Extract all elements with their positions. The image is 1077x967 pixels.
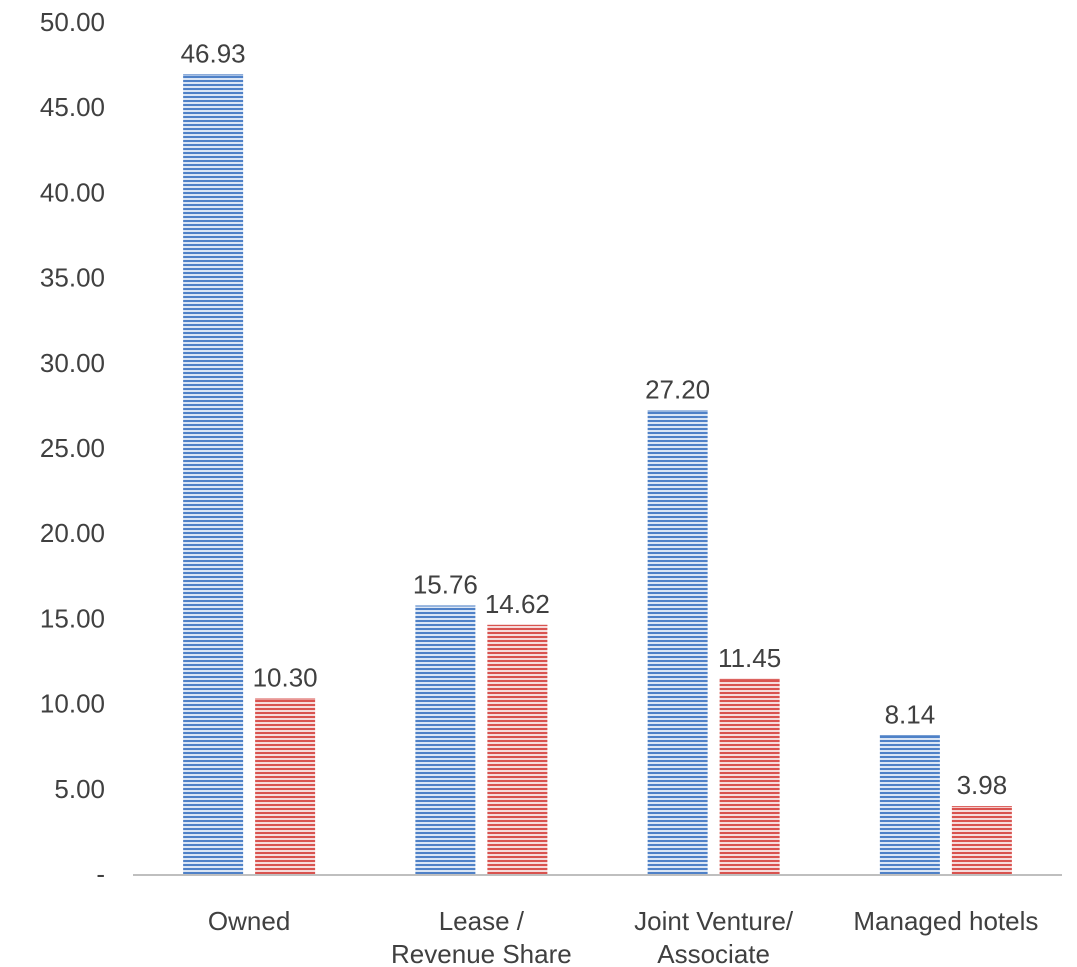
y-tick-label: 25.00 xyxy=(40,433,105,463)
y-tick-label: 45.00 xyxy=(40,92,105,122)
bar xyxy=(879,735,940,874)
data-label: 11.45 xyxy=(718,643,781,673)
data-label: 14.62 xyxy=(485,589,550,619)
bar xyxy=(415,605,476,874)
x-category-label: Revenue Share xyxy=(391,939,572,967)
y-tick-label: 15.00 xyxy=(40,603,105,633)
bar xyxy=(719,678,780,874)
x-category-label: Lease / xyxy=(439,906,525,936)
bar xyxy=(487,624,548,874)
data-label: 8.14 xyxy=(885,699,936,729)
x-category-label: Managed hotels xyxy=(853,906,1038,936)
x-category-label: Joint Venture/ xyxy=(634,906,794,936)
data-label: 3.98 xyxy=(957,770,1008,800)
y-tick-label: 35.00 xyxy=(40,263,105,293)
y-tick-label: 5.00 xyxy=(54,774,105,804)
data-label: 46.93 xyxy=(181,38,246,68)
bar xyxy=(647,410,708,874)
y-tick-label: - xyxy=(96,859,105,889)
y-tick-label: 50.00 xyxy=(40,7,105,37)
category-labels: Owned Lease / Revenue Share Joint Venture/A… xyxy=(208,906,1038,967)
y-tick-label: 20.00 xyxy=(40,518,105,548)
bars xyxy=(183,74,1012,874)
data-label: 27.20 xyxy=(645,375,710,405)
y-tick-label: 30.00 xyxy=(40,348,105,378)
y-axis-tick-labels: - 5.00 10.00 15.00 20.00 25.00 30.00 35.00 40.00… xyxy=(40,7,105,889)
data-label: 15.76 xyxy=(413,569,478,599)
bar xyxy=(951,806,1012,874)
bar xyxy=(183,74,244,874)
data-label: 10.30 xyxy=(253,662,318,692)
bar xyxy=(255,698,316,874)
x-category-label: Owned xyxy=(208,906,290,936)
y-tick-label: 40.00 xyxy=(40,177,105,207)
x-category-label: Associate xyxy=(657,939,770,967)
y-tick-label: 10.00 xyxy=(40,689,105,719)
